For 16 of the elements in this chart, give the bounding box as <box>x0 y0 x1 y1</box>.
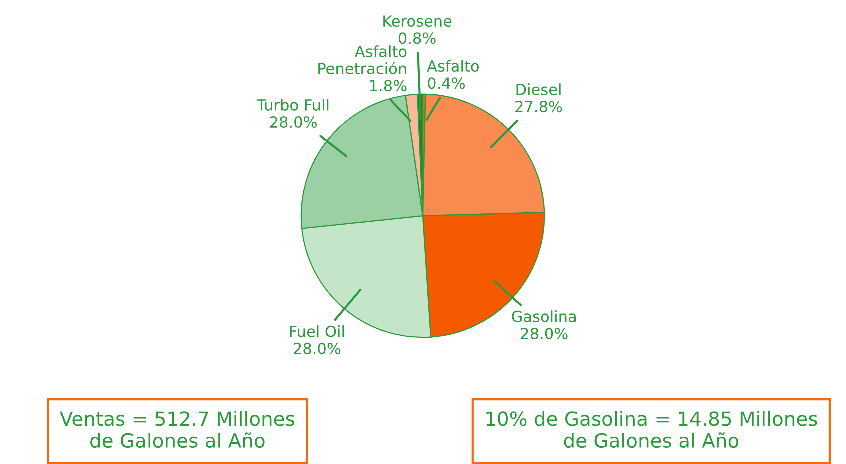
slice-label: Asfalto <box>427 60 479 72</box>
data-label: 28.0% <box>521 328 568 340</box>
data-label: 0.8% <box>398 32 436 44</box>
data-label: 0.4% <box>428 78 466 90</box>
slice-label: Turbo Full <box>256 99 329 111</box>
data-label: 28.0% <box>294 342 341 354</box>
slice-label: Fuel Oil <box>290 326 344 338</box>
text: Ventas = 512.7 Millones de Galones al Año <box>60 411 294 448</box>
slice-label: Gasolina <box>512 310 576 322</box>
text: 10% de Gasolina = 14.85 Millones de Galones al Año <box>486 411 818 448</box>
slice-label: Kerosene <box>384 16 452 28</box>
slice-label: Asfalto Penetración <box>318 46 407 75</box>
data-label: 1.8% <box>370 80 407 92</box>
slice-label: Diesel <box>516 84 561 96</box>
data-label: 27.8% <box>516 101 562 113</box>
data-label: 28.0% <box>270 116 317 128</box>
